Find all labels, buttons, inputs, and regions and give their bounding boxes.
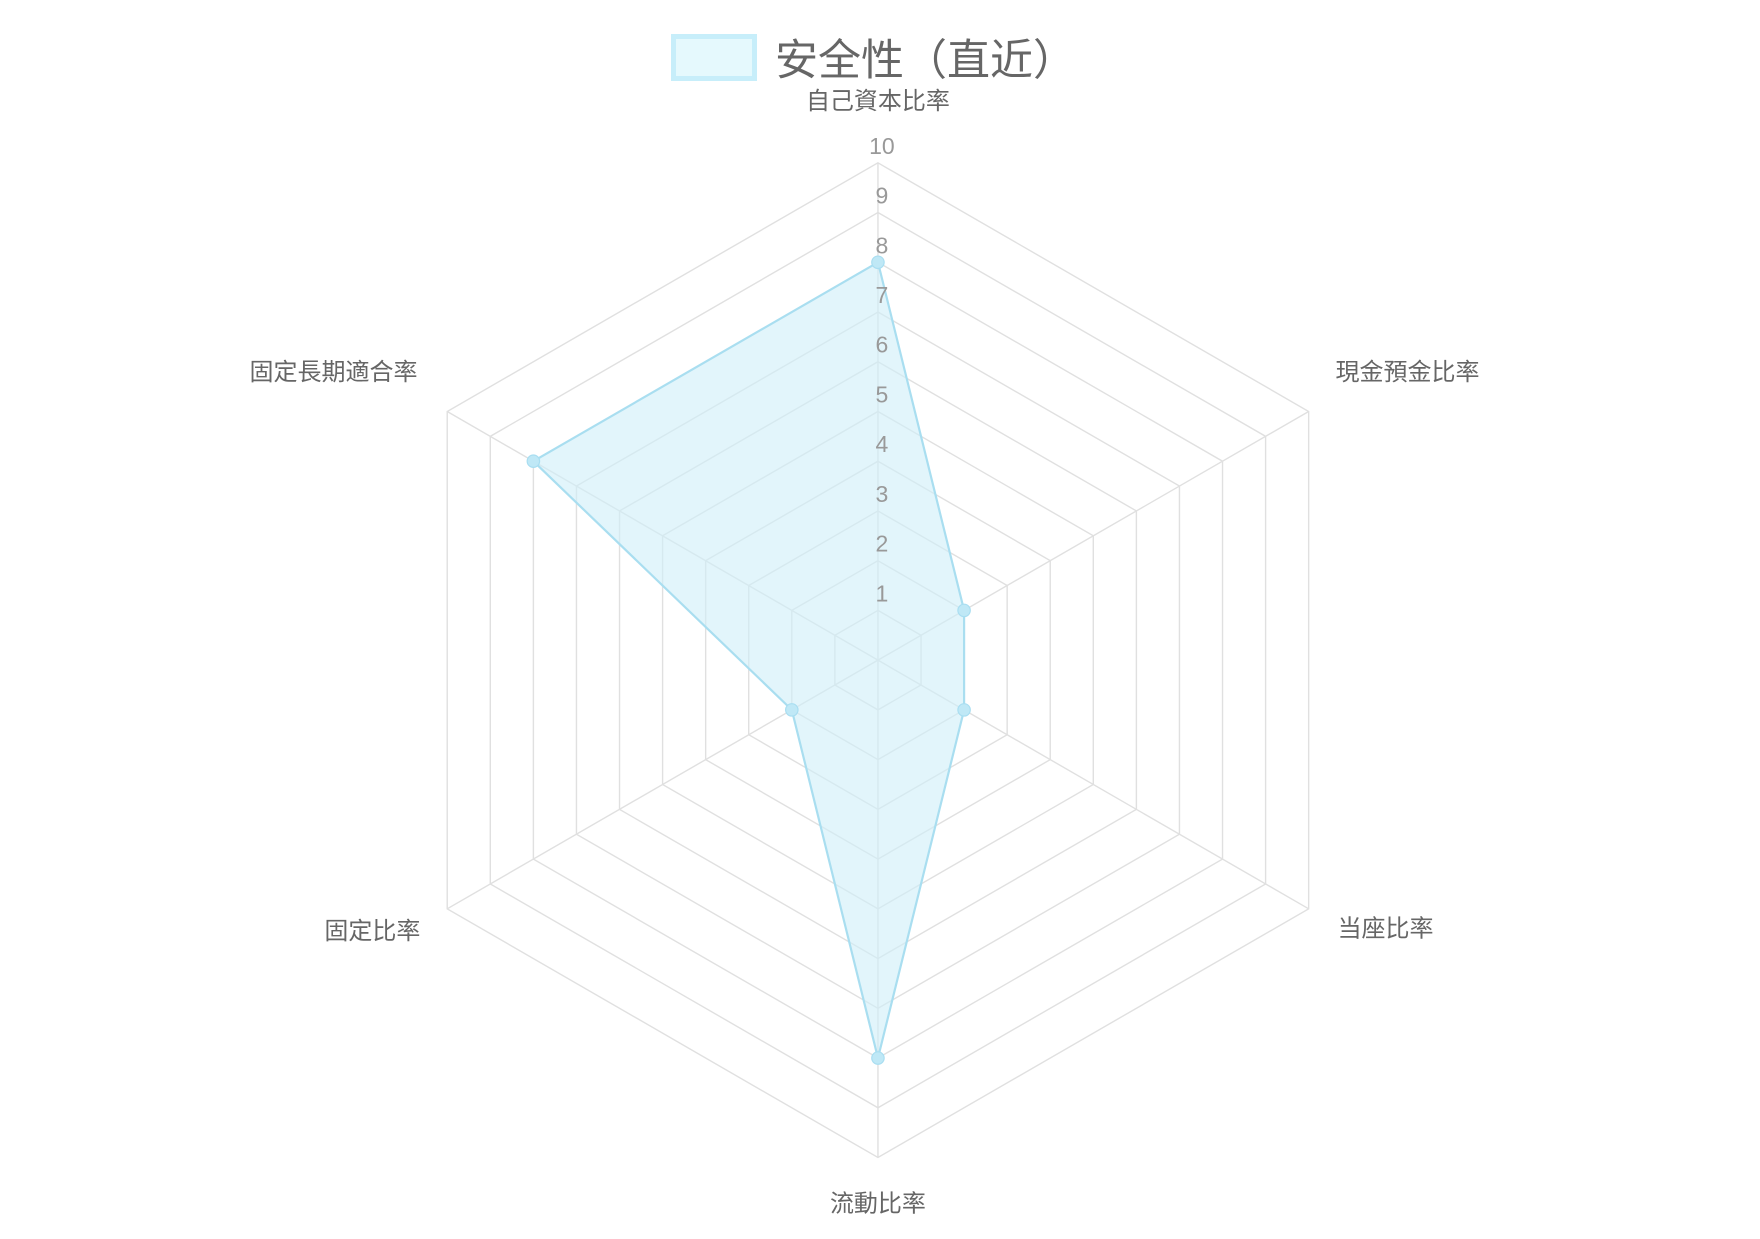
- svg-text:2: 2: [876, 531, 889, 557]
- svg-text:固定長期適合率: 固定長期適合率: [250, 359, 418, 386]
- svg-text:7: 7: [876, 282, 889, 308]
- svg-text:流動比率: 流動比率: [830, 1191, 926, 1218]
- svg-text:10: 10: [869, 133, 895, 159]
- svg-text:3: 3: [876, 481, 889, 507]
- svg-text:当座比率: 当座比率: [1338, 915, 1434, 942]
- svg-text:現金預金比率: 現金預金比率: [1335, 359, 1479, 386]
- svg-text:6: 6: [876, 332, 889, 358]
- svg-text:自己資本比率: 自己資本比率: [806, 88, 950, 115]
- svg-text:8: 8: [876, 232, 889, 258]
- svg-text:4: 4: [876, 431, 889, 457]
- svg-text:5: 5: [876, 381, 889, 407]
- svg-text:9: 9: [876, 183, 889, 209]
- svg-text:1: 1: [876, 580, 889, 606]
- svg-text:固定比率: 固定比率: [324, 918, 420, 945]
